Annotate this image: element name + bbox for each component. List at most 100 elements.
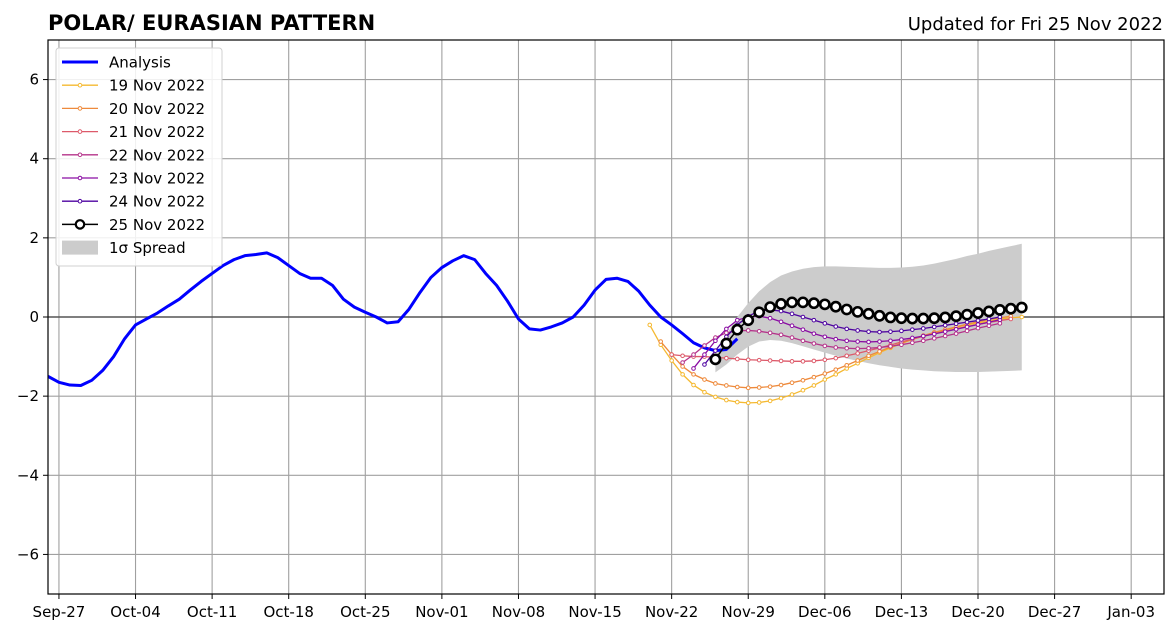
forecast-point — [917, 312, 930, 325]
x-tick-label: Dec-20 — [951, 603, 1005, 621]
forecast-point — [931, 336, 937, 341]
forecast-point — [822, 357, 828, 363]
forecast-point — [734, 399, 740, 405]
forecast-point — [862, 307, 875, 320]
forecast-point — [964, 324, 970, 330]
forecast-point — [734, 356, 740, 362]
forecast-point — [975, 322, 981, 327]
legend-label: 21 Nov 2022 — [109, 123, 205, 141]
forecast-point — [767, 315, 773, 321]
forecast-point — [931, 331, 937, 337]
forecast-point — [691, 352, 696, 357]
forecast-series-2022-11-26 — [709, 296, 1028, 366]
forecast-point — [789, 359, 795, 364]
forecast-point — [702, 343, 707, 348]
forecast-point — [986, 316, 992, 322]
forecast-point — [734, 317, 740, 323]
x-tick-label: Oct-04 — [110, 603, 160, 621]
forecast-point — [829, 300, 842, 313]
legend-label: Analysis — [109, 54, 171, 72]
forecast-point — [713, 348, 718, 353]
forecast-point — [844, 362, 850, 368]
forecast-point — [877, 339, 882, 344]
forecast-point — [866, 353, 871, 359]
forecast-point — [855, 346, 860, 351]
forecast-point — [931, 324, 937, 330]
forecast-point — [1008, 316, 1014, 322]
forecast-point — [822, 371, 828, 376]
forecast-point — [702, 352, 707, 357]
forecast-point — [851, 305, 864, 318]
forecast-point — [855, 351, 860, 356]
forecast-point — [669, 358, 674, 363]
forecast-point — [833, 372, 839, 377]
forecast-point — [920, 338, 926, 344]
forecast-point — [811, 341, 817, 346]
forecast-point — [983, 305, 995, 318]
legend-label: 22 Nov 2022 — [109, 146, 205, 164]
legend-item: 19 Nov 2022 — [62, 77, 205, 95]
forecast-point — [680, 364, 685, 369]
forecast-point — [822, 321, 828, 326]
plot-area: Sep-27 Oct-04 Oct-11 Oct-18 Oct-25 Nov-01 Nov-… — [17, 39, 1165, 621]
legend-item: 23 Nov 2022 — [62, 170, 205, 188]
forecast-point — [953, 321, 959, 327]
forecast-point — [844, 345, 850, 351]
forecast-point — [844, 353, 850, 359]
forecast-point — [691, 366, 696, 371]
forecast-point — [844, 338, 850, 344]
forecast-point — [822, 334, 828, 340]
forecast-point — [877, 329, 882, 335]
forecast-point — [920, 326, 926, 331]
forecast-point — [745, 385, 751, 391]
forecast-point — [928, 312, 941, 325]
forecast-point — [680, 360, 685, 365]
forecast-point — [797, 296, 809, 309]
forecast-point — [997, 321, 1003, 326]
x-axis: Sep-27 Oct-04 Oct-11 Oct-18 Oct-25 Nov-01 Nov-… — [33, 594, 1155, 621]
y-tick-label: −4 — [17, 466, 39, 484]
legend-item: 25 Nov 2022 — [62, 216, 205, 234]
forecast-point — [745, 328, 751, 333]
y-axis: −6 −4 −2 0 2 4 6 — [17, 71, 48, 563]
x-tick-label: Jan-03 — [1106, 603, 1155, 621]
forecast-point — [975, 318, 981, 323]
forecast-point — [778, 382, 784, 388]
forecast-point — [833, 345, 839, 350]
forecast-point — [800, 387, 806, 393]
legend-item: 1σ Spread — [62, 239, 186, 257]
forecast-point — [855, 328, 860, 333]
x-tick-label: Nov-15 — [568, 603, 621, 621]
y-tick-label: −2 — [17, 387, 39, 405]
legend-label: 24 Nov 2022 — [109, 193, 205, 211]
x-tick-label: Dec-06 — [798, 603, 852, 621]
forecast-point — [724, 330, 729, 336]
forecast-point — [942, 323, 948, 328]
x-tick-label: Oct-25 — [340, 603, 390, 621]
forecast-point — [1004, 302, 1017, 315]
forecast-point — [724, 326, 729, 332]
forecast-point — [833, 324, 839, 329]
forecast-point — [734, 384, 740, 390]
forecast-point — [953, 331, 959, 336]
forecast-point — [811, 317, 817, 323]
forecast-point — [702, 377, 707, 382]
legend-label: 20 Nov 2022 — [109, 100, 205, 118]
forecast-point — [910, 327, 915, 332]
forecast-point — [680, 372, 685, 377]
forecast-point — [778, 358, 784, 364]
forecast-point — [840, 303, 853, 316]
forecast-point — [993, 303, 1006, 316]
forecast-point — [888, 343, 893, 349]
forecast-point — [658, 339, 664, 344]
legend-box — [55, 47, 223, 267]
forecast-point — [888, 329, 893, 334]
forecast-point — [709, 353, 722, 366]
x-tick-label: Dec-13 — [875, 603, 929, 621]
forecast-point — [899, 342, 904, 348]
legend-label: 25 Nov 2022 — [109, 216, 205, 234]
legend-marker — [77, 175, 83, 181]
forecast-point — [691, 382, 696, 388]
forecast-point — [884, 311, 897, 324]
